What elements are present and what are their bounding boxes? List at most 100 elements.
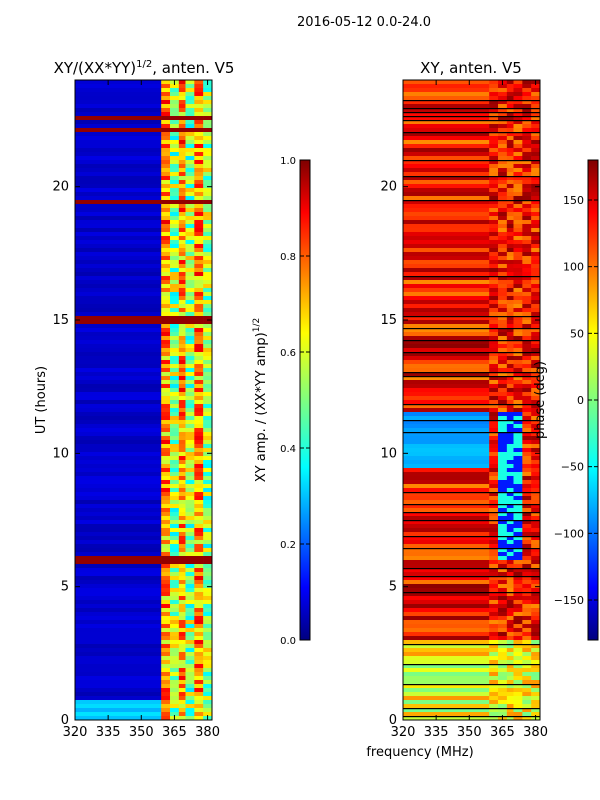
heatmap-cell (506, 692, 514, 697)
heatmap-cell (522, 196, 532, 201)
heatmap-cell (403, 456, 490, 461)
heatmap-cell (489, 160, 499, 165)
heatmap-cell (178, 440, 186, 445)
heatmap-cell (161, 564, 171, 569)
heatmap-cell (203, 600, 213, 605)
heatmap-cell (403, 496, 490, 501)
heatmap-cell (403, 512, 490, 517)
heatmap-cell (75, 268, 162, 273)
heatmap-cell (522, 620, 532, 625)
heatmap-cell (194, 676, 204, 681)
heatmap-cell (75, 80, 162, 85)
heatmap-cell (506, 536, 514, 541)
colorbar-tick-label: 50 (570, 327, 584, 340)
heatmap-cell (513, 340, 523, 345)
heatmap-cell (170, 524, 180, 529)
heatmap-cell (178, 252, 186, 257)
heatmap-cell (170, 96, 180, 101)
heatmap-cell (185, 508, 195, 513)
heatmap-cell (185, 424, 195, 429)
heatmap-cell (203, 468, 213, 473)
heatmap-cell (489, 116, 499, 121)
heatmap-cell (185, 156, 195, 161)
heatmap-cell (513, 620, 523, 625)
heatmap-cell (522, 356, 532, 361)
heatmap-cell (513, 144, 523, 149)
heatmap-cell (203, 524, 213, 529)
heatmap-cell (489, 568, 499, 573)
heatmap-cell (498, 352, 508, 357)
heatmap-cell (531, 680, 541, 685)
heatmap-cell (403, 568, 490, 573)
heatmap-cell (170, 304, 180, 309)
heatmap-cell (506, 276, 514, 281)
heatmap-cell (185, 584, 195, 589)
heatmap-cell (194, 360, 204, 365)
heatmap-cell (498, 448, 508, 453)
heatmap-cell (178, 168, 186, 173)
heatmap-cell (522, 612, 532, 617)
heatmap-cell (506, 88, 514, 93)
heatmap-cell (522, 332, 532, 337)
heatmap-cell (170, 236, 180, 241)
heatmap-cell (75, 352, 162, 357)
heatmap-cell (531, 156, 541, 161)
heatmap-cell (498, 592, 508, 597)
heatmap-cell (498, 136, 508, 141)
heatmap-cell (489, 180, 499, 185)
heatmap-cell (75, 484, 162, 489)
heatmap-cell (185, 164, 195, 169)
heatmap-cell (75, 596, 162, 601)
heatmap-cell (522, 160, 532, 165)
heatmap-cell (161, 120, 171, 125)
heatmap-cell (531, 536, 541, 541)
heatmap-cell (170, 476, 180, 481)
heatmap-cell (185, 680, 195, 685)
heatmap-cell (203, 356, 213, 361)
heatmap-cell (513, 640, 523, 645)
heatmap-cell (194, 620, 204, 625)
heatmap-cell (161, 560, 171, 565)
heatmap-cell (506, 584, 514, 589)
heatmap-cell (498, 428, 508, 433)
heatmap-cell (489, 576, 499, 581)
heatmap-cell (178, 716, 186, 721)
heatmap-cell (403, 120, 490, 125)
heatmap-cell (203, 132, 213, 137)
heatmap-cell (489, 440, 499, 445)
heatmap-cell (161, 116, 171, 121)
heatmap-cell (403, 684, 490, 689)
heatmap-cell (403, 328, 490, 333)
heatmap-cell (506, 116, 514, 121)
heatmap-cell (161, 316, 171, 321)
heatmap-cell (170, 212, 180, 217)
heatmap-cell (506, 360, 514, 365)
heatmap-cell (513, 160, 523, 165)
heatmap-cell (403, 148, 490, 153)
heatmap-cell (506, 392, 514, 397)
heatmap-cell (513, 92, 523, 97)
heatmap-cell (178, 160, 186, 165)
heatmap-cell (522, 280, 532, 285)
left-cbar-label-sup: 1/2 (252, 318, 262, 332)
heatmap-cell (203, 592, 213, 597)
heatmap-cell (513, 228, 523, 233)
heatmap-cell (185, 676, 195, 681)
heatmap-cell (194, 648, 204, 653)
heatmap-cell (498, 408, 508, 413)
heatmap-cell (203, 116, 213, 121)
heatmap-cell (194, 188, 204, 193)
heatmap-cell (161, 636, 171, 641)
heatmap-cell (498, 332, 508, 337)
heatmap-cell (403, 596, 490, 601)
heatmap-cell (185, 80, 195, 85)
heatmap-cell (498, 636, 508, 641)
heatmap-cell (161, 412, 171, 417)
heatmap-cell (403, 168, 490, 173)
heatmap-cell (185, 384, 195, 389)
heatmap-cell (489, 332, 499, 337)
heatmap-cell (522, 260, 532, 265)
heatmap-cell (522, 452, 532, 457)
heatmap-cell (489, 312, 499, 317)
heatmap-cell (203, 256, 213, 261)
